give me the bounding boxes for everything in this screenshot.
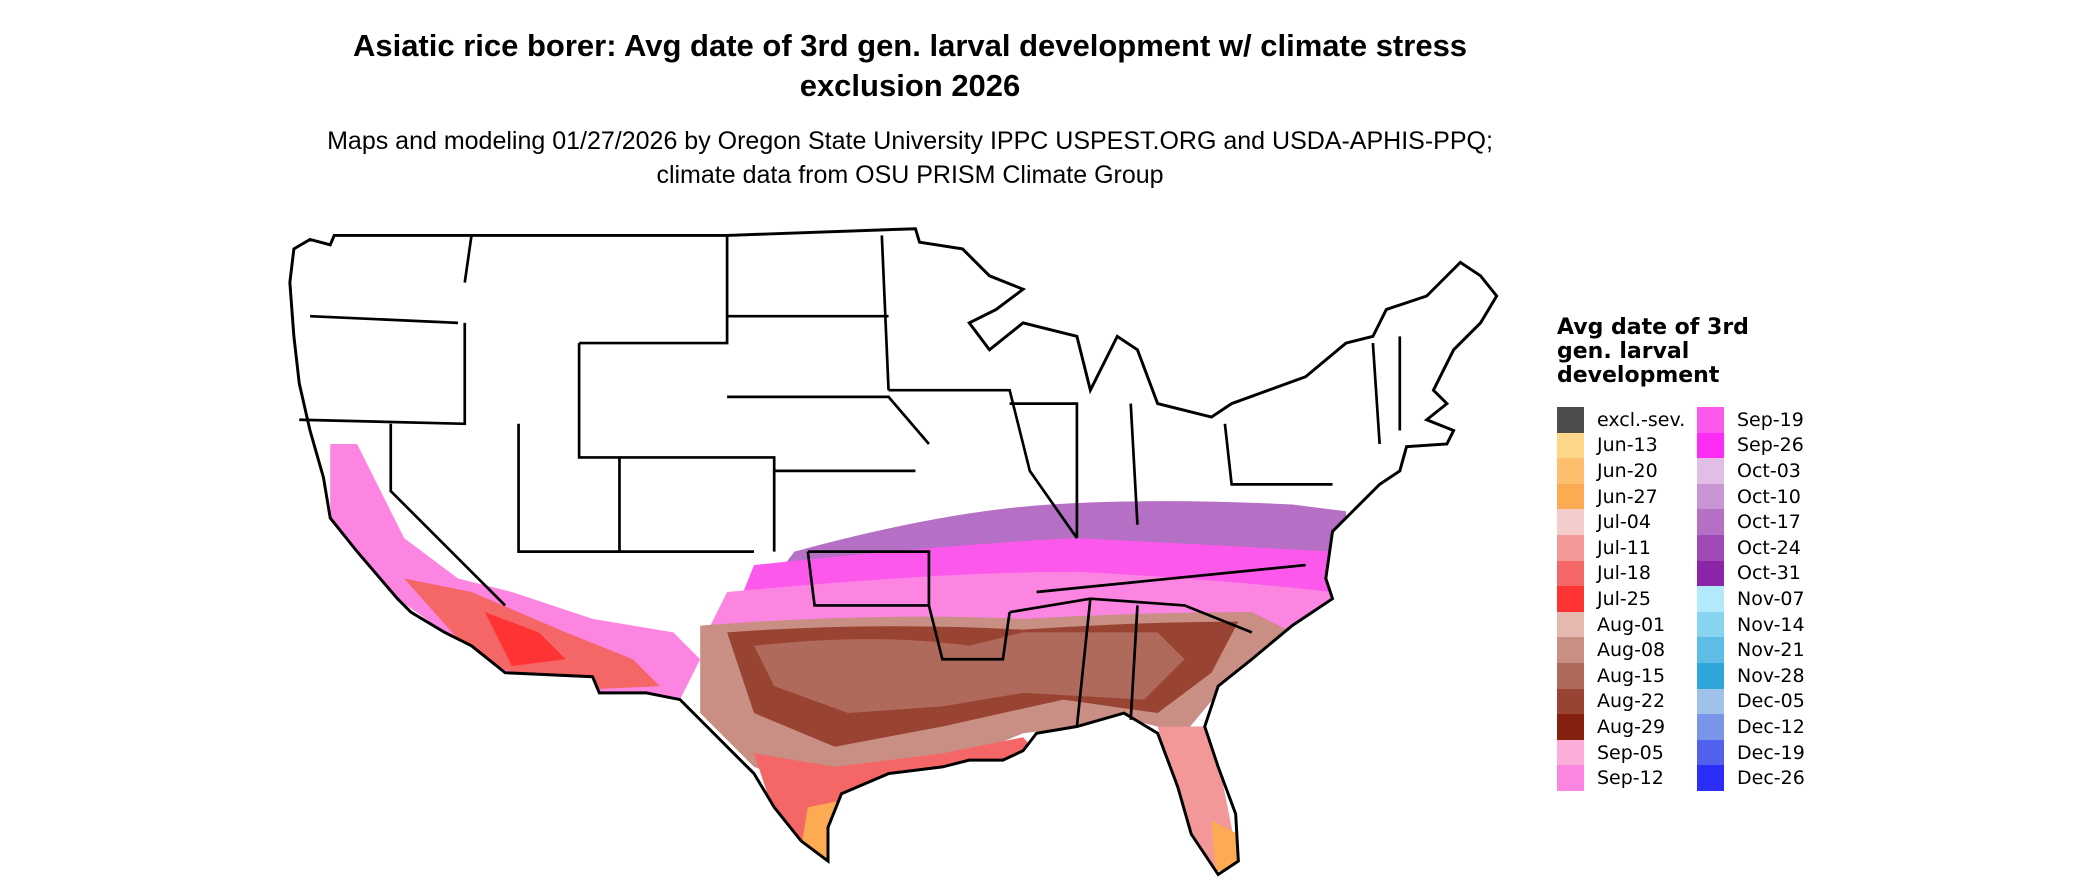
legend-item: Oct-10 [1697,483,1805,510]
legend-label: Dec-19 [1737,741,1805,764]
legend-swatch [1557,688,1584,715]
legend-swatch [1697,586,1724,612]
legend-label: Dec-05 [1737,690,1805,713]
legend-swatch [1697,714,1724,740]
legend-item: Nov-07 [1697,586,1805,612]
legend-swatch [1697,688,1724,715]
legend-label: Jun-27 [1597,485,1658,508]
legend-label: Nov-07 [1737,587,1805,610]
legend-swatch [1557,458,1584,484]
legend-item: Jul-11 [1557,534,1685,561]
legend-label: Jul-25 [1597,587,1651,610]
legend-title: Avg date of 3rd gen. larval development [1557,315,1749,388]
legend-label: Nov-28 [1737,664,1805,687]
legend-swatch [1557,432,1584,459]
legend-item: Aug-15 [1557,662,1685,689]
legend-label: Jun-20 [1597,459,1658,482]
state-boundaries [299,235,1402,727]
legend-swatch [1697,534,1724,561]
legend-swatch [1697,739,1724,766]
legend-label: Dec-12 [1737,715,1805,738]
legend-swatch [1557,534,1584,561]
legend-swatch [1557,662,1584,689]
legend-item: Jul-04 [1557,509,1685,535]
legend-label: Sep-26 [1737,434,1804,457]
legend-item: Jun-20 [1557,458,1685,484]
legend-swatch [1697,765,1724,791]
map-title: Asiatic rice borer: Avg date of 3rd gen.… [352,28,1468,103]
legend-item: Nov-28 [1697,662,1805,689]
legend-label: excl.-sev. [1597,408,1686,431]
legend-item: Jun-13 [1557,432,1685,459]
legend-label: Nov-21 [1737,639,1805,662]
legend-swatch [1697,662,1724,689]
legend-item: Sep-19 [1697,407,1805,433]
legend-item: Jul-18 [1557,560,1685,587]
legend-item: Sep-05 [1557,739,1685,766]
legend-item: Oct-31 [1697,560,1805,587]
legend-swatch [1557,560,1584,587]
legend-item: Jul-25 [1557,586,1685,612]
legend-label: Sep-05 [1597,741,1664,764]
legend-swatch [1557,611,1584,638]
legend-swatch [1557,586,1584,612]
legend-item: Oct-03 [1697,458,1805,484]
legend-label: Oct-03 [1737,459,1801,482]
legend-swatch [1557,637,1584,663]
legend-item: Aug-08 [1557,637,1685,663]
legend-item: Dec-05 [1697,688,1805,715]
legend-label: Jul-11 [1597,536,1651,559]
legend-item: Nov-14 [1697,611,1805,638]
legend-item: Oct-24 [1697,534,1805,561]
legend-swatch [1697,432,1724,459]
legend-item: Sep-26 [1697,432,1805,459]
legend-swatch [1697,458,1724,484]
legend-item: Aug-29 [1557,714,1685,740]
legend-label: Jul-04 [1597,511,1651,534]
legend-swatch [1557,407,1584,433]
legend-label: Jun-13 [1597,434,1658,457]
legend-item: Oct-17 [1697,509,1805,535]
legend-swatch [1557,483,1584,510]
legend-swatch [1697,407,1724,433]
legend-label: Dec-26 [1737,767,1805,790]
legend-label: Sep-12 [1597,767,1664,790]
legend-swatch [1557,509,1584,535]
legend-label: Oct-24 [1737,536,1801,559]
legend-label: Aug-01 [1597,613,1666,636]
legend-item: Aug-01 [1557,611,1685,638]
legend-item: Aug-22 [1557,688,1685,715]
map-subtitle: Maps and modeling 01/27/2026 by Oregon S… [327,127,1493,189]
legend-swatch [1557,714,1584,740]
legend-item: Sep-12 [1557,765,1685,791]
legend-item: Dec-12 [1697,714,1805,740]
legend-label: Sep-19 [1737,408,1804,431]
legend-item: excl.-sev. [1557,407,1685,433]
legend-label: Aug-15 [1597,664,1666,687]
legend-label: Oct-17 [1737,511,1801,534]
legend-swatch [1697,509,1724,535]
legend-item: Dec-19 [1697,739,1805,766]
legend-label: Oct-31 [1737,562,1801,585]
legend-item: Nov-21 [1697,637,1805,663]
legend-swatch [1697,560,1724,587]
legend-label: Aug-29 [1597,715,1666,738]
legend-swatch [1557,739,1584,766]
legend-swatch [1697,483,1724,510]
legend-item: Dec-26 [1697,765,1805,791]
legend-swatch [1697,637,1724,663]
legend-item: Jun-27 [1557,483,1685,510]
legend-label: Aug-22 [1597,690,1666,713]
legend-label: Oct-10 [1737,485,1801,508]
legend-swatch [1697,611,1724,638]
legend-label: Aug-08 [1597,639,1666,662]
legend-label: Nov-14 [1737,613,1805,636]
legend-swatch [1557,765,1584,791]
legend-label: Jul-18 [1597,562,1651,585]
